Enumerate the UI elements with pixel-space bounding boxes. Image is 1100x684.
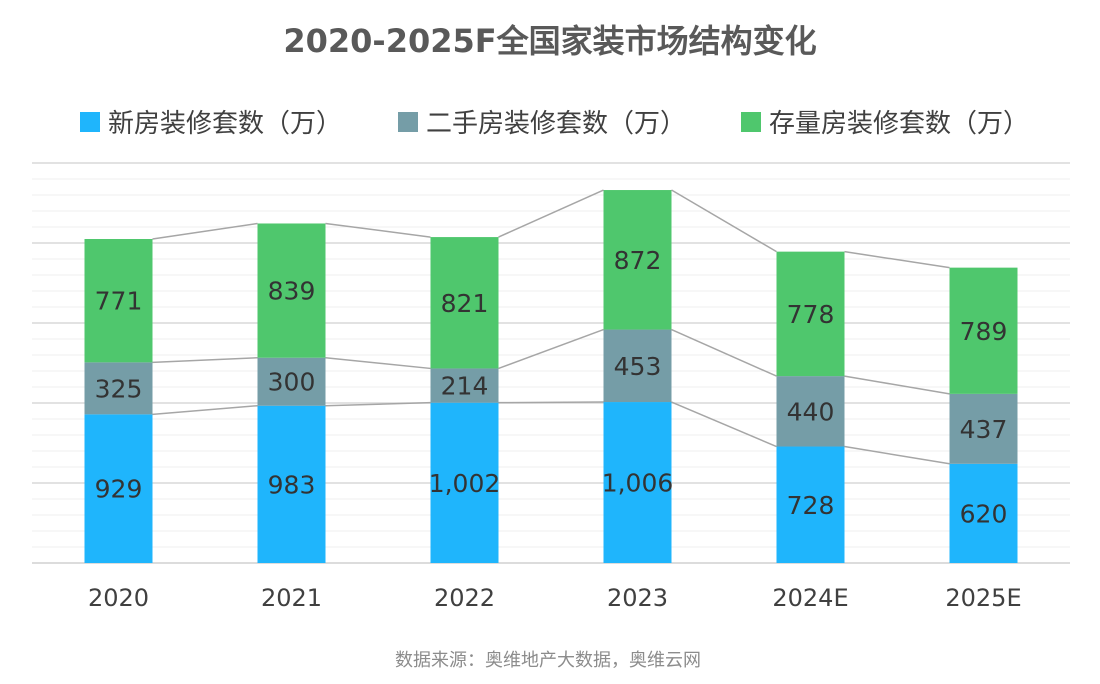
legend-swatch xyxy=(741,112,761,132)
series-connector-line xyxy=(152,356,258,364)
bar-segment xyxy=(430,237,499,369)
x-tick-label: 2020 xyxy=(88,584,149,612)
chart-title: 2020-2025F全国家装市场结构变化 xyxy=(283,22,816,60)
legend-label: 存量房装修套数（万） xyxy=(769,109,1029,139)
bar-segment xyxy=(84,362,153,415)
series-connector-line xyxy=(325,356,431,370)
bar-segment xyxy=(949,463,1018,563)
bar-segment xyxy=(430,368,499,403)
series-connector-line xyxy=(671,328,777,377)
data-label: 440 xyxy=(787,397,835,426)
bar-segment xyxy=(776,251,845,377)
legend-label: 新房装修套数（万） xyxy=(108,109,342,139)
bar-segment xyxy=(603,190,672,330)
data-label: 325 xyxy=(95,374,143,403)
x-tick-label: 2021 xyxy=(261,584,322,612)
series-lines xyxy=(152,189,950,465)
bar-segment xyxy=(603,329,672,403)
legend-swatch xyxy=(398,112,418,132)
bar-segment xyxy=(949,267,1018,394)
x-tick-label: 2022 xyxy=(434,584,495,612)
bar-segment xyxy=(776,376,845,447)
bar-segment xyxy=(84,239,153,363)
series-connector-line xyxy=(498,189,604,238)
x-tick-label: 2024E xyxy=(772,584,848,612)
series-connector-line xyxy=(844,445,950,465)
data-label: 821 xyxy=(441,289,489,318)
bar-segment xyxy=(603,402,672,563)
legend-label: 二手房装修套数（万） xyxy=(426,109,686,139)
bar-segment xyxy=(257,357,326,406)
x-tick-label: 2025E xyxy=(945,584,1021,612)
series-connector-line xyxy=(498,401,604,404)
bar-segment xyxy=(776,446,845,563)
data-label: 437 xyxy=(960,415,1008,444)
series-connector-line xyxy=(152,404,258,416)
x-tick-label: 2023 xyxy=(607,584,668,612)
series-connector-line xyxy=(671,401,777,448)
bars xyxy=(84,190,1018,563)
bar-segment xyxy=(257,223,326,358)
x-axis: 2020 2021 2022 2023 2024E 2025E xyxy=(88,584,1022,612)
bar-segment xyxy=(949,393,1018,464)
bar-segment xyxy=(257,405,326,563)
data-label: 771 xyxy=(95,287,143,316)
data-label: 620 xyxy=(960,499,1008,528)
data-label: 1,002 xyxy=(429,469,501,498)
series-connector-line xyxy=(844,250,950,269)
data-label: 839 xyxy=(268,277,316,306)
data-label: 453 xyxy=(614,352,662,381)
grid-lines xyxy=(32,162,1070,564)
legend: 新房装修套数（万） 二手房装修套数（万） 存量房装修套数（万） xyxy=(80,109,1029,139)
data-label: 300 xyxy=(268,368,316,397)
series-connector-line xyxy=(325,222,431,238)
data-label: 983 xyxy=(268,470,316,499)
data-label: 778 xyxy=(787,300,835,329)
data-label: 789 xyxy=(960,317,1008,346)
series-connector-line xyxy=(325,401,431,407)
series-connector-line xyxy=(498,328,604,370)
data-labels: 929 325 771 983 300 839 1,002 214 821 1,006 453 872… xyxy=(95,246,1008,529)
legend-swatch xyxy=(80,112,100,132)
source-note: 数据来源：奥维地产大数据，奥维云网 xyxy=(395,650,701,671)
bar-segment xyxy=(84,414,153,563)
data-label: 872 xyxy=(614,246,662,275)
series-connector-line xyxy=(671,189,777,253)
series-connector-line xyxy=(844,375,950,395)
bar-segment xyxy=(430,402,499,563)
data-label: 728 xyxy=(787,491,835,520)
data-label: 929 xyxy=(95,475,143,504)
series-connector-line xyxy=(152,222,258,240)
data-label: 1,006 xyxy=(602,469,674,498)
data-label: 214 xyxy=(441,372,489,401)
